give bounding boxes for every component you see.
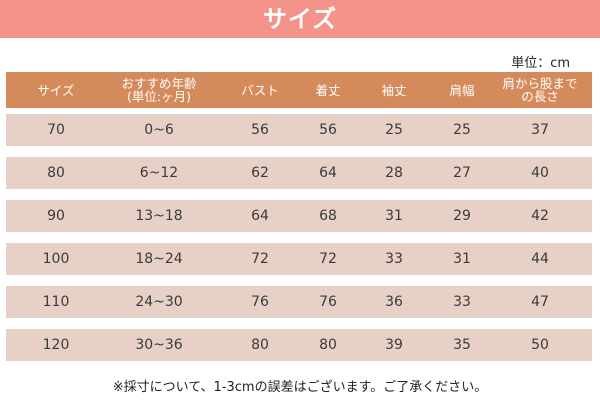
cell-size: 70 xyxy=(47,122,65,138)
cell-bust: 62 xyxy=(251,165,269,181)
cell-shoulder-to-crotch: 47 xyxy=(531,294,549,310)
cell-size: 80 xyxy=(47,165,65,181)
header-recommended-age-text: おすすめ年齢 (単位:ヶ月) xyxy=(121,76,197,104)
cell-size: 90 xyxy=(47,208,65,224)
table-row: 100 18~24 72 72 33 31 44 xyxy=(6,243,592,275)
header-sleeve: 袖丈 xyxy=(381,82,407,98)
cell-sleeve: 36 xyxy=(385,294,403,310)
cell-shoulder-to-crotch: 44 xyxy=(531,251,549,267)
table-row: 80 6~12 62 64 28 27 40 xyxy=(6,157,592,189)
cell-age: 0~6 xyxy=(144,122,174,138)
cell-length: 68 xyxy=(319,208,337,224)
cell-sleeve: 25 xyxy=(385,122,403,138)
header-shoulder-to-crotch: 肩から股まで の長さ xyxy=(500,72,580,108)
cell-length: 56 xyxy=(319,122,337,138)
cell-size: 120 xyxy=(42,337,70,353)
cell-bust: 80 xyxy=(251,337,269,353)
cell-length: 72 xyxy=(319,251,337,267)
header-recommended-age: おすすめ年齢 (単位:ヶ月) xyxy=(98,72,220,108)
header-shoulder-to-crotch-text: 肩から股まで の長さ xyxy=(502,76,578,104)
cell-size: 100 xyxy=(42,251,70,267)
cell-shoulder: 35 xyxy=(453,337,471,353)
header-shoulder: 肩幅 xyxy=(449,82,475,98)
cell-sleeve: 39 xyxy=(385,337,403,353)
cell-age: 18~24 xyxy=(135,251,183,267)
table-row: 120 30~36 80 80 39 35 50 xyxy=(6,329,592,361)
cell-bust: 64 xyxy=(251,208,269,224)
cell-shoulder-to-crotch: 50 xyxy=(531,337,549,353)
cell-shoulder: 31 xyxy=(453,251,471,267)
cell-sleeve: 33 xyxy=(385,251,403,267)
cell-bust: 72 xyxy=(251,251,269,267)
cell-length: 80 xyxy=(319,337,337,353)
cell-size: 110 xyxy=(42,294,70,310)
unit-label: 単位：cm xyxy=(511,56,570,71)
cell-sleeve: 28 xyxy=(385,165,403,181)
cell-age: 30~36 xyxy=(135,337,183,353)
header-length: 着丈 xyxy=(315,82,341,98)
cell-length: 76 xyxy=(319,294,337,310)
header-size: サイズ xyxy=(37,82,75,98)
table-row: 110 24~30 76 76 36 33 47 xyxy=(6,286,592,318)
cell-shoulder: 25 xyxy=(453,122,471,138)
cell-bust: 56 xyxy=(251,122,269,138)
cell-age: 6~12 xyxy=(139,165,179,181)
cell-age: 24~30 xyxy=(135,294,183,310)
cell-shoulder-to-crotch: 42 xyxy=(531,208,549,224)
cell-sleeve: 31 xyxy=(385,208,403,224)
cell-shoulder: 29 xyxy=(453,208,471,224)
cell-shoulder-to-crotch: 40 xyxy=(531,165,549,181)
cell-bust: 76 xyxy=(251,294,269,310)
measurement-note: ※採寸について、1-3cmの誤差はございます。ご了承ください。 xyxy=(112,380,488,395)
table-row: 70 0~6 56 56 25 25 37 xyxy=(6,114,592,146)
cell-age: 13~18 xyxy=(135,208,183,224)
cell-shoulder: 27 xyxy=(453,165,471,181)
table-header-row: サイズ おすすめ年齢 (単位:ヶ月) バスト 着丈 袖丈 肩幅 肩から股まで の… xyxy=(6,72,592,108)
title-banner xyxy=(0,0,600,38)
cell-shoulder: 33 xyxy=(453,294,471,310)
page-title: サイズ xyxy=(262,5,338,33)
cell-shoulder-to-crotch: 37 xyxy=(531,122,549,138)
table-row: 90 13~18 64 68 31 29 42 xyxy=(6,200,592,232)
header-bust: バスト xyxy=(241,82,279,98)
cell-length: 64 xyxy=(319,165,337,181)
